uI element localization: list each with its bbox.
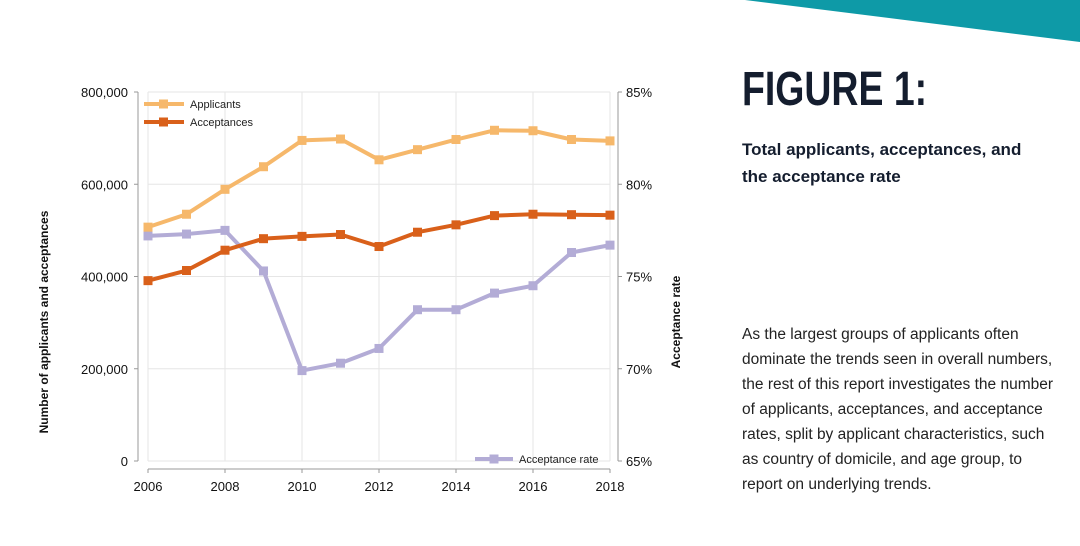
- data-point-applicants: [182, 209, 191, 219]
- data-point-acceptance-rate: [451, 305, 461, 315]
- x-tick-label: 2016: [519, 479, 548, 494]
- data-point-acceptance-rate: [220, 225, 230, 235]
- data-point-acceptances: [182, 266, 191, 276]
- x-tick-label: 2006: [134, 479, 163, 494]
- data-point-acceptance-rate: [567, 248, 576, 258]
- data-point-applicants: [413, 145, 422, 155]
- data-point-acceptances: [336, 230, 345, 240]
- y-axis-label-right: Acceptance rate: [669, 275, 683, 368]
- x-tick-label: 2018: [596, 479, 625, 494]
- figure-title: FIGURE 1:: [742, 63, 928, 116]
- y-tick-label-right: 85%: [626, 85, 652, 100]
- data-point-acceptances: [297, 231, 307, 241]
- data-point-acceptances: [413, 227, 422, 237]
- x-tick-label: 2008: [211, 479, 240, 494]
- y-tick-label-left: 400,000: [81, 270, 128, 285]
- data-point-applicants: [567, 135, 576, 145]
- y-tick-label-left: 800,000: [81, 85, 128, 100]
- legend-marker: [159, 99, 168, 109]
- data-point-acceptances: [374, 242, 384, 252]
- data-point-acceptance-rate: [413, 305, 422, 315]
- data-point-acceptance-rate: [605, 240, 615, 250]
- data-point-acceptance-rate: [528, 281, 538, 291]
- axes: 0 200,000 400,000 600,000 800,000 65% 70% 75% 80…: [81, 85, 652, 494]
- data-point-acceptances: [259, 234, 268, 244]
- data-point-acceptance-rate: [336, 358, 345, 368]
- data-point-applicants: [220, 184, 230, 194]
- x-tick-label: 2010: [288, 479, 317, 494]
- data-point-acceptance-rate: [374, 343, 384, 353]
- data-point-acceptances: [528, 209, 538, 219]
- data-point-acceptance-rate: [182, 229, 191, 239]
- data-point-applicants: [143, 222, 153, 232]
- legend-marker: [159, 117, 168, 127]
- y-tick-label-left: 600,000: [81, 177, 128, 192]
- y-axis-label-left: Number of applicants and acceptances: [37, 210, 51, 433]
- data-point-applicants: [297, 135, 307, 145]
- y-tick-label-right: 75%: [626, 270, 652, 285]
- data-point-applicants: [490, 125, 499, 135]
- legend-label: Acceptance rate: [519, 454, 599, 466]
- data-point-acceptances: [220, 245, 230, 255]
- x-tick-label: 2014: [442, 479, 471, 494]
- line-chart: 0 200,000 400,000 600,000 800,000 65% 70% 75% 80…: [30, 70, 720, 510]
- data-point-acceptances: [143, 276, 153, 286]
- series: [143, 125, 615, 376]
- figure-subtitle: Total applicants, acceptances, and the a…: [742, 140, 1022, 186]
- data-point-acceptances: [567, 210, 576, 220]
- legend: Applicants Acceptances Acceptance rate: [144, 99, 599, 466]
- legend-label: Acceptances: [190, 117, 253, 129]
- y-tick-label-right: 70%: [626, 362, 652, 377]
- y-tick-label-left: 0: [121, 454, 128, 469]
- legend-label: Applicants: [190, 99, 241, 111]
- data-point-applicants: [605, 136, 615, 146]
- legend-marker: [489, 454, 499, 464]
- grid-lines: [147, 91, 611, 462]
- data-point-applicants: [374, 155, 384, 165]
- data-point-applicants: [259, 162, 268, 172]
- data-point-acceptance-rate: [143, 231, 153, 241]
- data-point-acceptance-rate: [297, 366, 307, 376]
- chart-svg: 0 200,000 400,000 600,000 800,000 65% 70% 75% 80…: [37, 85, 683, 494]
- x-tick-label: 2012: [365, 479, 394, 494]
- data-point-acceptances: [451, 220, 461, 230]
- data-point-applicants: [528, 126, 538, 136]
- data-point-acceptance-rate: [259, 266, 268, 276]
- y-tick-label-left: 200,000: [81, 362, 128, 377]
- header-accent-band: [745, 0, 1080, 42]
- data-point-applicants: [336, 134, 345, 144]
- data-point-acceptance-rate: [490, 288, 499, 298]
- data-point-acceptances: [490, 211, 499, 221]
- figure-body-text: As the largest groups of applicants ofte…: [742, 326, 1054, 493]
- data-point-acceptances: [605, 210, 615, 220]
- y-tick-label-right: 80%: [626, 177, 652, 192]
- y-tick-label-right: 65%: [626, 454, 652, 469]
- data-point-applicants: [451, 135, 461, 145]
- teal-band-shape: [745, 0, 1080, 42]
